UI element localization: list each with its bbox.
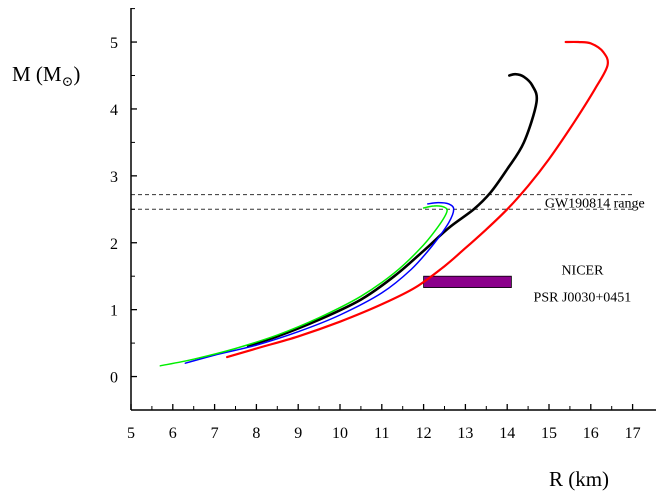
series-layer <box>159 40 609 367</box>
x-tick-label-12: 17 <box>625 425 641 442</box>
annotation-1: NICER <box>561 264 604 279</box>
annotation-0: GW190814 range <box>545 197 645 212</box>
y-tick-label-1: 1 <box>110 303 118 320</box>
x-tick-label-7: 12 <box>416 425 432 442</box>
x-tick-label-2: 7 <box>211 425 219 442</box>
x-tick-label-1: 6 <box>169 425 177 442</box>
y-tick-label-5: 5 <box>110 35 118 52</box>
y-tick-label-4: 4 <box>110 102 118 119</box>
x-tick-label-9: 14 <box>499 425 515 442</box>
series-curve-3 <box>159 205 448 367</box>
annot-layer: GW190814 range NICER PSR J0030+0451 <box>534 197 645 306</box>
x-axis-title: R (km) <box>549 467 609 491</box>
x-tick-label-10: 15 <box>541 425 557 442</box>
y-axis-title: M (M⊙) <box>12 62 80 90</box>
y-tick-label-2: 2 <box>110 236 118 253</box>
series-curve-2 <box>184 201 455 364</box>
series-curve-1 <box>246 72 539 348</box>
y-tick-label-0: 0 <box>110 370 118 387</box>
y-tick-label-3: 3 <box>110 169 118 186</box>
y-axis-title-close: ) <box>73 62 80 86</box>
box-layer <box>423 275 512 288</box>
x-tick-label-5: 10 <box>332 425 348 442</box>
series-curve-0 <box>226 40 609 359</box>
x-tick-label-6: 11 <box>374 425 389 442</box>
y-axis-title-main: M (M <box>12 62 62 86</box>
x-tick-label-4: 9 <box>294 425 302 442</box>
annotation-2: PSR J0030+0451 <box>534 290 632 305</box>
x-tick-label-11: 16 <box>583 425 599 442</box>
x-tick-label-0: 5 <box>127 425 135 442</box>
x-tick-label-8: 13 <box>457 425 473 442</box>
x-tick-label-3: 8 <box>252 425 260 442</box>
y-axis-title-sub: ⊙ <box>62 75 74 90</box>
nicer-box <box>423 275 512 288</box>
